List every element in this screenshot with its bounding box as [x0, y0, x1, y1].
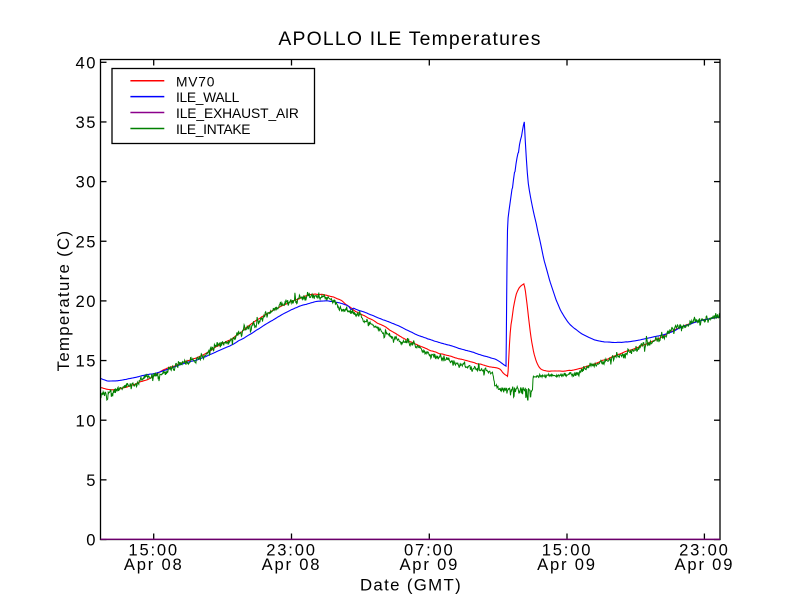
svg-text:APOLLO ILE Temperatures: APOLLO ILE Temperatures — [278, 28, 541, 50]
svg-text:40: 40 — [76, 53, 97, 72]
svg-text:Apr 08: Apr 08 — [262, 555, 322, 574]
svg-text:Date (GMT): Date (GMT) — [360, 576, 462, 595]
svg-text:Temperature (C): Temperature (C) — [54, 230, 73, 372]
svg-text:ILE_WALL: ILE_WALL — [176, 90, 240, 105]
svg-text:25: 25 — [76, 232, 97, 251]
svg-text:10: 10 — [76, 411, 97, 430]
svg-text:5: 5 — [86, 471, 97, 490]
svg-text:23:00: 23:00 — [266, 541, 317, 560]
svg-text:MV70: MV70 — [176, 74, 215, 89]
svg-text:Apr 09: Apr 09 — [399, 555, 459, 574]
svg-text:15: 15 — [76, 352, 97, 371]
svg-text:Apr 08: Apr 08 — [124, 555, 184, 574]
svg-text:23:00: 23:00 — [679, 541, 730, 560]
svg-text:Apr 09: Apr 09 — [675, 555, 735, 574]
svg-text:15:00: 15:00 — [128, 541, 179, 560]
svg-text:ILE_EXHAUST_AIR: ILE_EXHAUST_AIR — [176, 106, 299, 121]
svg-text:35: 35 — [76, 113, 97, 132]
svg-text:15:00: 15:00 — [542, 541, 593, 560]
svg-text:20: 20 — [76, 292, 97, 311]
svg-text:0: 0 — [86, 531, 97, 550]
svg-text:Apr 09: Apr 09 — [537, 555, 597, 574]
svg-text:ILE_INTAKE: ILE_INTAKE — [176, 122, 250, 137]
svg-text:07:00: 07:00 — [404, 541, 455, 560]
svg-text:30: 30 — [76, 173, 97, 192]
